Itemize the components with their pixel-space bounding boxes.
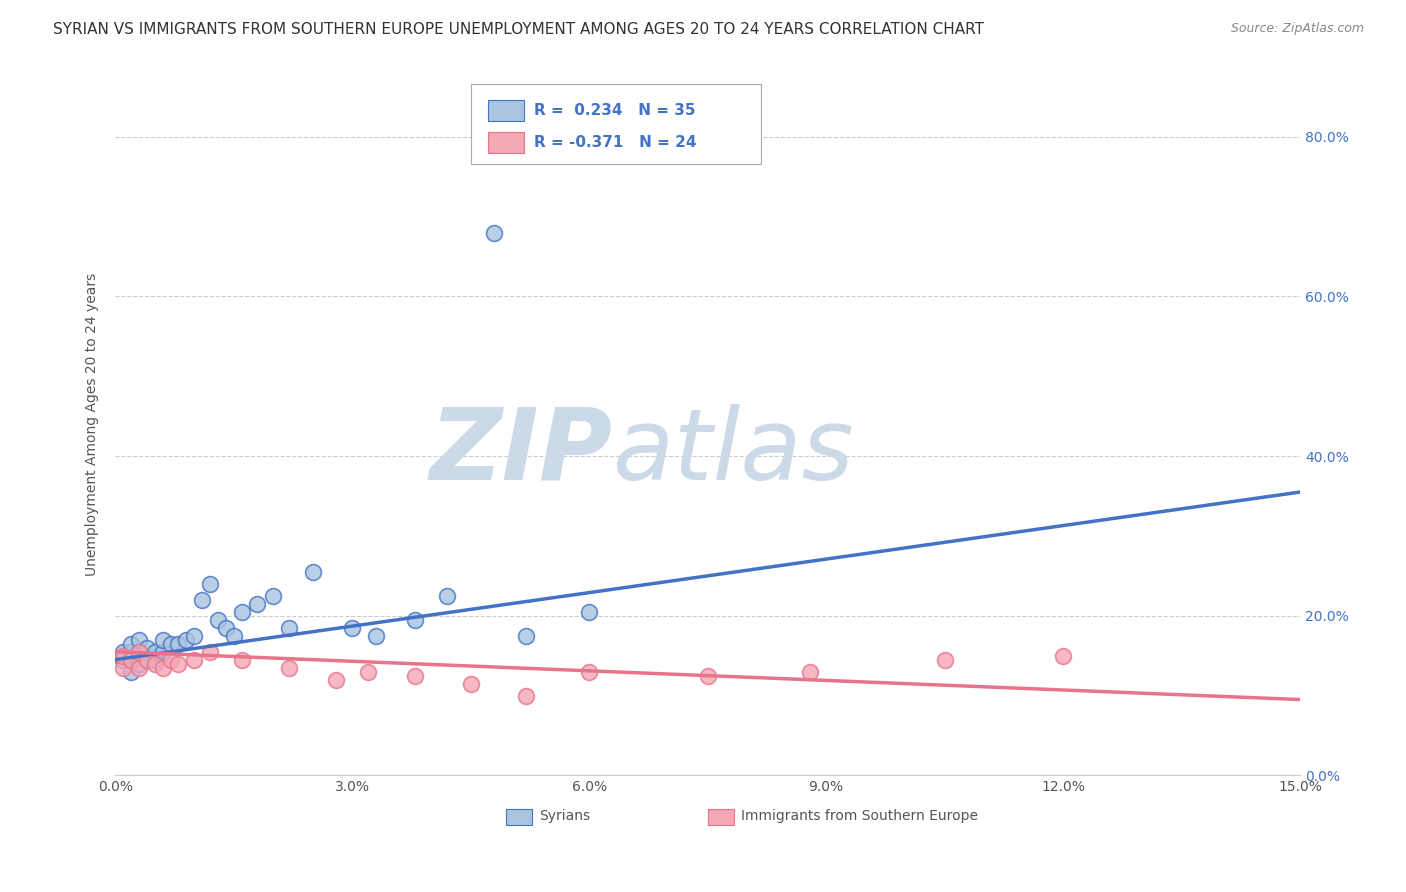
Point: [135, 640, 157, 655]
Point: [460, 676, 482, 690]
Point: [112, 653, 135, 667]
Point: [135, 653, 157, 667]
Text: ZIP: ZIP: [430, 404, 613, 500]
Point: [696, 668, 718, 682]
Point: [191, 592, 214, 607]
Point: [143, 653, 166, 667]
FancyBboxPatch shape: [471, 84, 761, 164]
Y-axis label: Unemployment Among Ages 20 to 24 years: Unemployment Among Ages 20 to 24 years: [86, 273, 100, 576]
Text: SYRIAN VS IMMIGRANTS FROM SOUTHERN EUROPE UNEMPLOYMENT AMONG AGES 20 TO 24 YEARS: SYRIAN VS IMMIGRANTS FROM SOUTHERN EUROP…: [53, 22, 984, 37]
Point: [128, 657, 150, 671]
Point: [167, 657, 190, 671]
Point: [578, 665, 600, 679]
FancyBboxPatch shape: [707, 809, 734, 824]
Point: [404, 668, 426, 682]
Point: [112, 645, 135, 659]
Point: [484, 226, 506, 240]
Point: [436, 589, 458, 603]
Point: [159, 653, 181, 667]
Point: [159, 637, 181, 651]
Point: [120, 665, 142, 679]
Point: [143, 645, 166, 659]
Point: [128, 660, 150, 674]
Point: [207, 613, 229, 627]
Point: [128, 645, 150, 659]
Point: [278, 660, 301, 674]
Point: [152, 645, 174, 659]
Point: [262, 589, 284, 603]
Point: [112, 648, 135, 663]
Point: [246, 597, 269, 611]
Point: [143, 657, 166, 671]
Point: [515, 689, 537, 703]
Point: [152, 632, 174, 647]
Point: [364, 629, 387, 643]
Point: [357, 665, 380, 679]
Point: [1052, 648, 1074, 663]
Text: atlas: atlas: [613, 404, 855, 500]
Point: [167, 637, 190, 651]
Point: [215, 621, 238, 635]
Text: Source: ZipAtlas.com: Source: ZipAtlas.com: [1230, 22, 1364, 36]
Point: [198, 645, 221, 659]
Point: [342, 621, 364, 635]
Point: [325, 673, 347, 687]
Text: Syrians: Syrians: [540, 809, 591, 823]
Point: [176, 632, 198, 647]
FancyBboxPatch shape: [506, 809, 533, 824]
Point: [112, 660, 135, 674]
Point: [231, 605, 253, 619]
FancyBboxPatch shape: [488, 132, 524, 153]
Point: [120, 653, 142, 667]
Point: [128, 645, 150, 659]
Point: [231, 653, 253, 667]
Point: [198, 577, 221, 591]
Point: [152, 660, 174, 674]
Point: [404, 613, 426, 627]
Point: [183, 653, 205, 667]
FancyBboxPatch shape: [488, 100, 524, 121]
Point: [120, 637, 142, 651]
Point: [799, 665, 821, 679]
Point: [515, 629, 537, 643]
Text: R =  0.234   N = 35: R = 0.234 N = 35: [533, 103, 695, 118]
Point: [135, 653, 157, 667]
Point: [120, 645, 142, 659]
Point: [578, 605, 600, 619]
Point: [222, 629, 245, 643]
Point: [934, 653, 956, 667]
Point: [301, 565, 323, 579]
Point: [278, 621, 301, 635]
Text: R = -0.371   N = 24: R = -0.371 N = 24: [533, 135, 696, 150]
Text: Immigrants from Southern Europe: Immigrants from Southern Europe: [741, 809, 977, 823]
Point: [128, 632, 150, 647]
Point: [183, 629, 205, 643]
